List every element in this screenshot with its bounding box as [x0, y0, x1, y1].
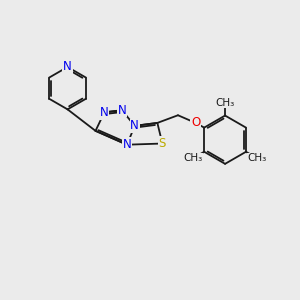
Text: N: N: [123, 138, 131, 151]
Text: N: N: [118, 104, 126, 117]
Text: O: O: [191, 116, 200, 129]
Text: N: N: [100, 106, 109, 119]
Text: N: N: [63, 61, 72, 74]
Text: CH₃: CH₃: [183, 153, 202, 163]
Text: CH₃: CH₃: [215, 98, 235, 108]
Text: S: S: [159, 137, 166, 150]
Text: N: N: [130, 119, 139, 132]
Text: CH₃: CH₃: [248, 153, 267, 163]
